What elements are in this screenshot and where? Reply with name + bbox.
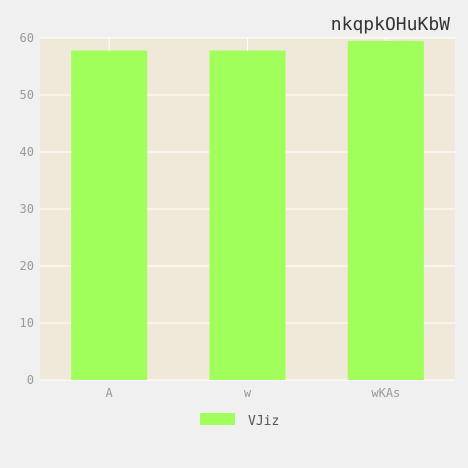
y-tick-label: 20: [20, 259, 34, 273]
y-tick-label: 30: [20, 202, 34, 216]
chart-title: nkqpkOHuKbW: [331, 14, 450, 35]
x-tick-label-w: w: [244, 386, 252, 400]
y-tick-label: 50: [20, 88, 34, 102]
x-tick-label-wKAs: wKAs: [371, 386, 400, 400]
y-tick-label: 10: [20, 316, 34, 330]
y-tick-label: 0: [27, 373, 34, 387]
bars: [71, 40, 424, 380]
y-tick-label: 60: [20, 31, 34, 45]
x-tick-label-A: A: [106, 386, 114, 400]
legend-label-vjiz: VJiz: [248, 414, 279, 429]
bar-w: [209, 50, 286, 380]
y-tick-label: 40: [20, 145, 34, 159]
legend: VJiz: [200, 413, 279, 429]
legend-swatch-vjiz: [200, 413, 235, 425]
bar-A: [71, 50, 148, 380]
y-axis-ticks: 0 10 20 30 40 50 60: [20, 31, 34, 387]
bar-wKAs: [347, 40, 424, 380]
